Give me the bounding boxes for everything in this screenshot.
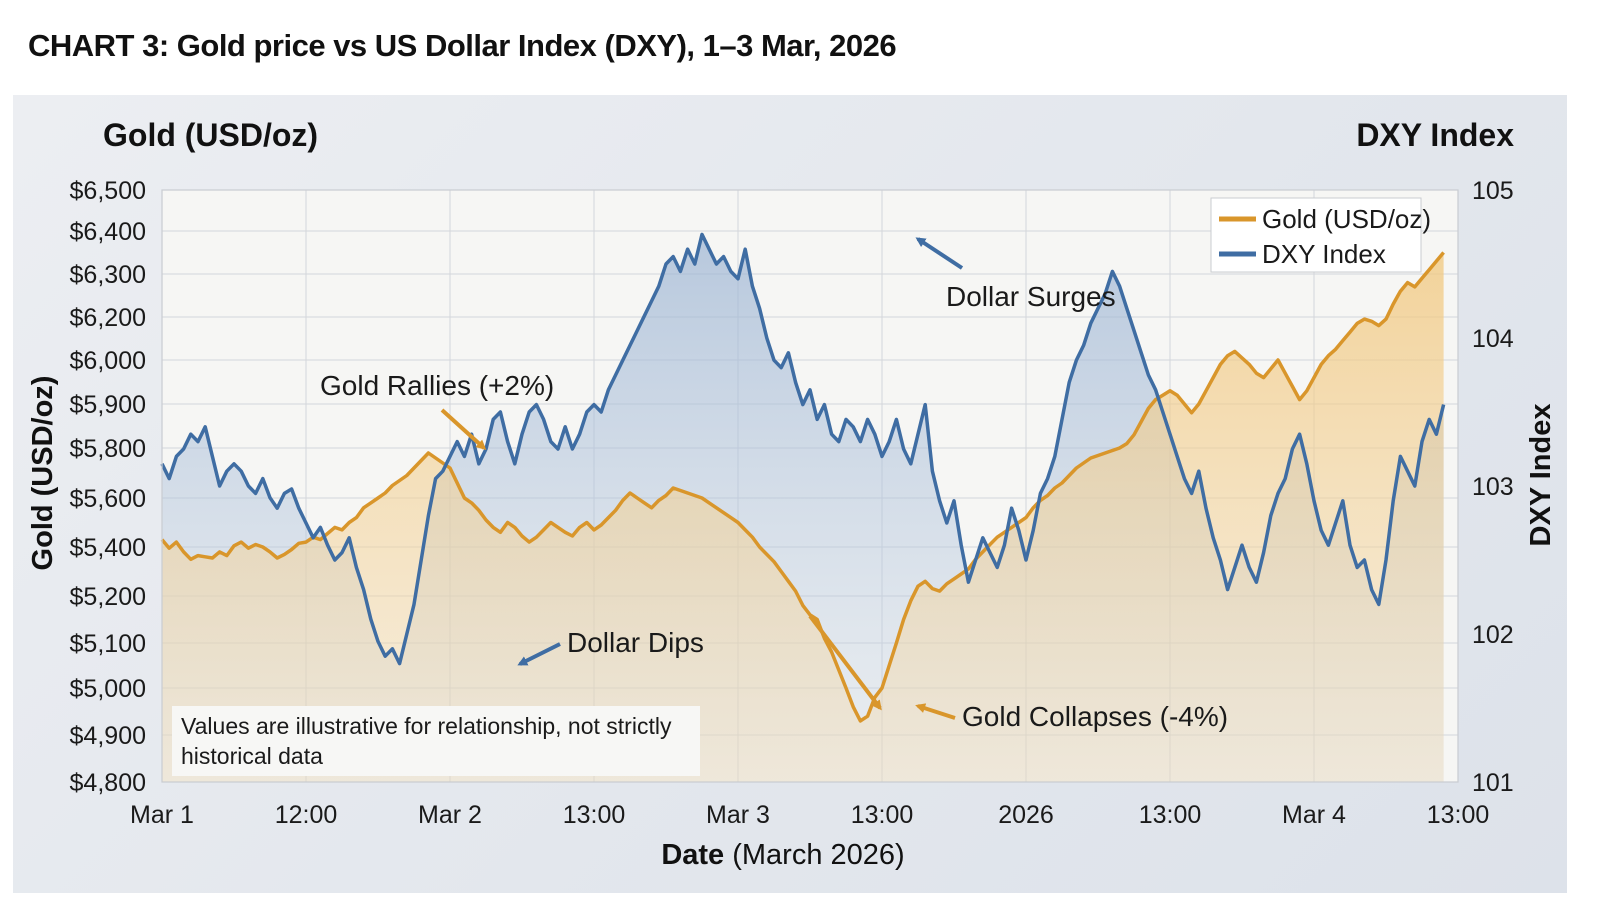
y-left-tick-label: $4,800 xyxy=(70,769,146,797)
x-tick-label: 2026 xyxy=(998,801,1054,829)
arrow-dollar-dips xyxy=(517,642,561,666)
y-left-tick-label: $5,900 xyxy=(70,391,146,419)
chart-title: CHART 3: Gold price vs US Dollar Index (… xyxy=(28,28,897,63)
y-left-tick-label: $5,200 xyxy=(70,583,146,611)
right-axis-header: DXY Index xyxy=(1356,117,1514,153)
y-right-tick-label: 102 xyxy=(1472,621,1514,649)
arrow-gold-collapses-left xyxy=(808,614,882,711)
legend-box xyxy=(1210,197,1422,273)
legend-gold-label: Gold (USD/oz) xyxy=(1262,204,1431,234)
y-left-tick-label: $4,900 xyxy=(70,722,146,750)
annotation-dollar-dips: Dollar Dips xyxy=(567,627,704,658)
y-left-tick-label: $6,200 xyxy=(70,304,146,332)
y-right-tick-label: 105 xyxy=(1472,177,1514,205)
y-axis-left-title: Gold (USD/oz) xyxy=(27,376,59,571)
y-left-tick-label: $6,400 xyxy=(70,218,146,246)
y-left-tick-label: $6,500 xyxy=(70,177,146,205)
dxy-line xyxy=(160,232,1446,666)
y-right-tick-label: 101 xyxy=(1472,769,1514,797)
x-tick-label: 13:00 xyxy=(1427,801,1490,829)
plot-border xyxy=(161,189,1459,783)
note-box xyxy=(172,706,700,776)
gold-line xyxy=(160,251,1445,723)
y-left-tick-label: $5,800 xyxy=(70,435,146,463)
annotation-gold-rallies: Gold Rallies (+2%) xyxy=(320,370,554,401)
arrow-gold-collapses-right xyxy=(915,703,956,720)
gold-area xyxy=(162,252,1444,782)
left-axis-header: Gold (USD/oz) xyxy=(103,117,318,153)
series-lines xyxy=(160,232,1446,723)
x-axis-title-bold: Date xyxy=(661,839,724,871)
x-tick-label: Mar 1 xyxy=(130,801,194,829)
note-line-2: historical data xyxy=(181,743,323,769)
x-tick-label: 12:00 xyxy=(275,801,338,829)
annotation-dollar-surges: Dollar Surges xyxy=(946,281,1116,312)
y-left-tick-label: $6,300 xyxy=(70,261,146,289)
x-tick-label: Mar 2 xyxy=(418,801,482,829)
legend-dxy-label: DXY Index xyxy=(1262,239,1386,269)
x-axis-ticks: Mar 1 12:00 Mar 2 13:00 Mar 3 13:00 2026 13:00 M… xyxy=(130,801,1489,829)
y-left-tick-label: $6,000 xyxy=(70,347,146,375)
arrow-dollar-surges xyxy=(915,237,964,270)
arrow-gold-rallies xyxy=(440,408,487,451)
x-tick-label: Mar 4 xyxy=(1282,801,1346,829)
y-left-tick-label: $5,000 xyxy=(70,675,146,703)
note-line-1: Values are illustrative for relationship… xyxy=(181,713,672,739)
x-axis-title-rest: (March 2026) xyxy=(724,839,905,871)
y-left-tick-label: $5,100 xyxy=(70,630,146,658)
y-left-tick-label: $5,400 xyxy=(70,534,146,562)
annotation-gold-collapses: Gold Collapses (-4%) xyxy=(962,701,1228,732)
y-axis-left-ticks: $6,500 $6,400 $6,300 $6,200 $6,000 $5,900 $5,8… xyxy=(70,177,146,797)
y-right-tick-label: 104 xyxy=(1472,325,1514,353)
y-right-tick-label: 103 xyxy=(1472,473,1514,501)
y-axis-right-ticks: 105 104 103 102 101 xyxy=(1472,177,1514,797)
legend: Gold (USD/oz) DXY Index xyxy=(1210,197,1431,273)
x-tick-label: 13:00 xyxy=(1139,801,1202,829)
y-axis-right-title: DXY Index xyxy=(1525,404,1557,547)
x-tick-label: 13:00 xyxy=(851,801,914,829)
x-tick-label: Mar 3 xyxy=(706,801,770,829)
y-left-tick-label: $5,600 xyxy=(70,485,146,513)
series-areas xyxy=(162,234,1444,782)
x-axis-title: Date (March 2026) xyxy=(661,839,904,871)
x-tick-label: 13:00 xyxy=(563,801,626,829)
